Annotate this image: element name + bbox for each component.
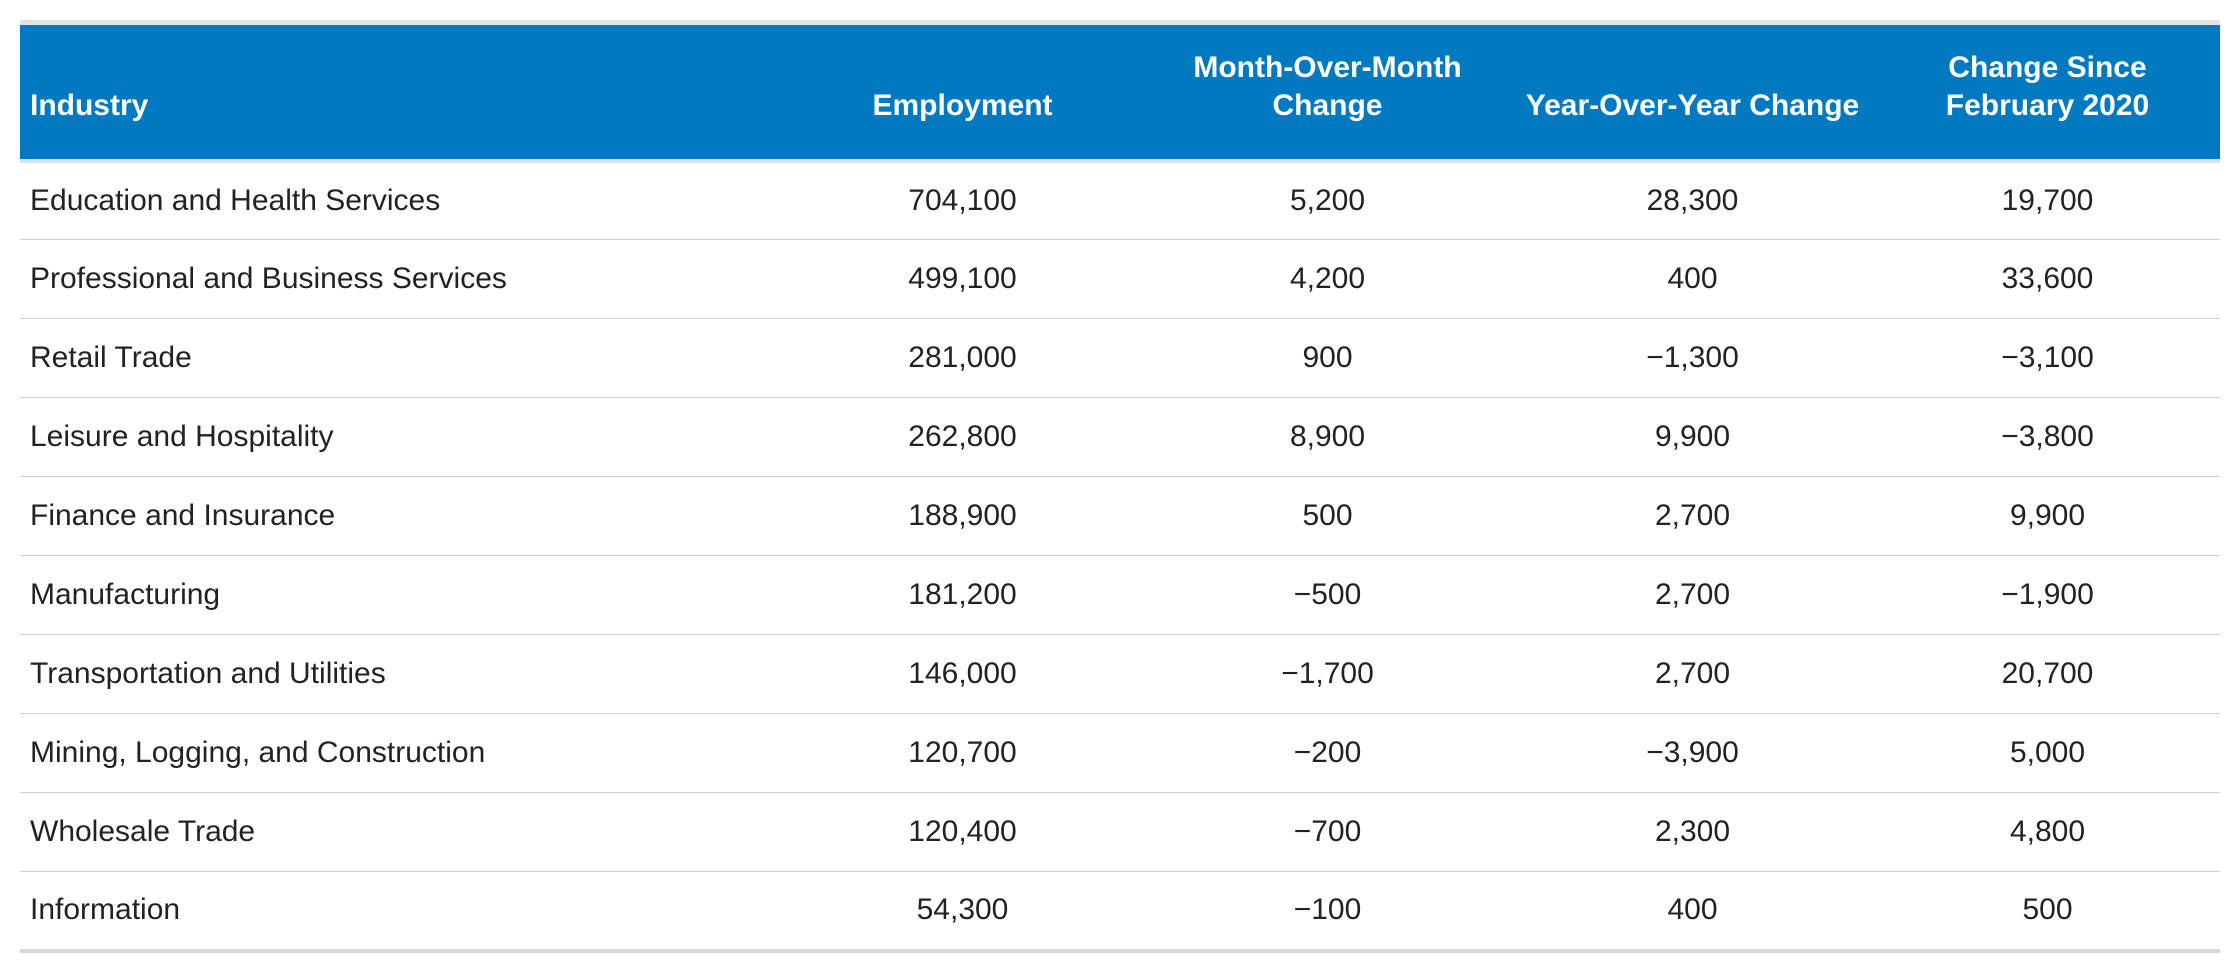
table-row: Information 54,300 −100 400 500 bbox=[20, 872, 2220, 951]
cell-change-since-february-2020: 4,800 bbox=[1875, 792, 2220, 872]
cell-industry: Transportation and Utilities bbox=[20, 634, 780, 714]
cell-month-over-month-change: −500 bbox=[1145, 555, 1510, 635]
cell-year-over-year-change: 28,300 bbox=[1510, 160, 1875, 240]
cell-year-over-year-change: 400 bbox=[1510, 239, 1875, 319]
cell-month-over-month-change: 500 bbox=[1145, 476, 1510, 556]
cell-year-over-year-change: 2,700 bbox=[1510, 555, 1875, 635]
cell-change-since-february-2020: 19,700 bbox=[1875, 160, 2220, 240]
table-row: Manufacturing 181,200 −500 2,700 −1,900 bbox=[20, 555, 2220, 635]
cell-year-over-year-change: 2,300 bbox=[1510, 792, 1875, 872]
cell-employment: 188,900 bbox=[780, 476, 1145, 556]
table-body: Education and Health Services 704,100 5,20… bbox=[20, 160, 2220, 951]
cell-month-over-month-change: −100 bbox=[1293, 893, 1362, 927]
table-row: Professional and Business Services 499,10… bbox=[20, 239, 2220, 319]
table-row: Mining, Logging, and Construction 120,700… bbox=[20, 713, 2220, 793]
table-row: Leisure and Hospitality 262,800 8,900 9,900… bbox=[20, 397, 2220, 477]
table-header: Industry Employment Month-Over-Month Cha… bbox=[20, 22, 2220, 163]
cell-employment: 120,700 bbox=[780, 713, 1145, 793]
cell-month-over-month-change: 4,200 bbox=[1145, 239, 1510, 319]
table-row: Finance and Insurance 188,900 500 2,700 9,90… bbox=[20, 476, 2220, 556]
cell-employment: 54,300 bbox=[916, 893, 1009, 927]
cell-employment: 181,200 bbox=[780, 555, 1145, 635]
cell-change-since-february-2020: −3,100 bbox=[1875, 318, 2220, 398]
header-employment: Employment bbox=[780, 22, 1145, 163]
cell-month-over-month-change: −200 bbox=[1145, 713, 1510, 793]
cell-industry: Manufacturing bbox=[20, 555, 780, 635]
cell-change-since-february-2020: 33,600 bbox=[1875, 239, 2220, 319]
cell-industry: Education and Health Services bbox=[20, 160, 780, 240]
cell-year-over-year-change: 9,900 bbox=[1510, 397, 1875, 477]
table-row: Education and Health Services 704,100 5,20… bbox=[20, 160, 2220, 240]
table-row: Wholesale Trade 120,400 −700 2,300 4,800 bbox=[20, 792, 2220, 872]
cell-change-since-february-2020: 5,000 bbox=[1875, 713, 2220, 793]
header-year-over-year-change: Year-Over-Year Change bbox=[1510, 22, 1875, 163]
header-month-over-month-change: Month-Over-Month Change bbox=[1145, 22, 1510, 163]
cell-change-since-february-2020: 500 bbox=[2022, 893, 2073, 927]
cell-industry: Wholesale Trade bbox=[20, 792, 780, 872]
cell-employment: 146,000 bbox=[780, 634, 1145, 714]
cell-employment: 704,100 bbox=[780, 160, 1145, 240]
table-row: Retail Trade 281,000 900 −1,300 −3,100 bbox=[20, 318, 2220, 398]
cell-month-over-month-change: −700 bbox=[1145, 792, 1510, 872]
cell-change-since-february-2020: 20,700 bbox=[1875, 634, 2220, 714]
cell-year-over-year-change: 2,700 bbox=[1510, 634, 1875, 714]
cell-industry: Retail Trade bbox=[20, 318, 780, 398]
cell-year-over-year-change: 400 bbox=[1667, 893, 1718, 927]
cell-industry: Mining, Logging, and Construction bbox=[20, 713, 780, 793]
cell-month-over-month-change: 5,200 bbox=[1145, 160, 1510, 240]
cell-employment: 262,800 bbox=[780, 397, 1145, 477]
cell-industry: Leisure and Hospitality bbox=[20, 397, 780, 477]
cell-month-over-month-change: −1,700 bbox=[1145, 634, 1510, 714]
cell-employment: 281,000 bbox=[780, 318, 1145, 398]
cell-year-over-year-change: −3,900 bbox=[1510, 713, 1875, 793]
cell-year-over-year-change: 2,700 bbox=[1510, 476, 1875, 556]
header-industry: Industry bbox=[20, 22, 780, 163]
header-change-since-february-2020: Change Since February 2020 bbox=[1875, 22, 2220, 163]
cell-change-since-february-2020: −3,800 bbox=[1875, 397, 2220, 477]
cell-industry: Professional and Business Services bbox=[20, 239, 780, 319]
cell-industry: Finance and Insurance bbox=[20, 476, 780, 556]
cell-month-over-month-change: 900 bbox=[1145, 318, 1510, 398]
cell-year-over-year-change: −1,300 bbox=[1510, 318, 1875, 398]
cell-month-over-month-change: 8,900 bbox=[1145, 397, 1510, 477]
cell-employment: 120,400 bbox=[780, 792, 1145, 872]
header-row: Industry Employment Month-Over-Month Cha… bbox=[20, 22, 2220, 163]
industry-employment-table: Industry Employment Month-Over-Month Cha… bbox=[20, 20, 2220, 953]
cell-industry: Information bbox=[30, 893, 181, 927]
table-row: Transportation and Utilities 146,000 −1,70… bbox=[20, 634, 2220, 714]
industry-employment-table-container: Industry Employment Month-Over-Month Cha… bbox=[20, 20, 2220, 953]
cell-change-since-february-2020: −1,900 bbox=[1875, 555, 2220, 635]
cell-employment: 499,100 bbox=[780, 239, 1145, 319]
cell-change-since-february-2020: 9,900 bbox=[1875, 476, 2220, 556]
